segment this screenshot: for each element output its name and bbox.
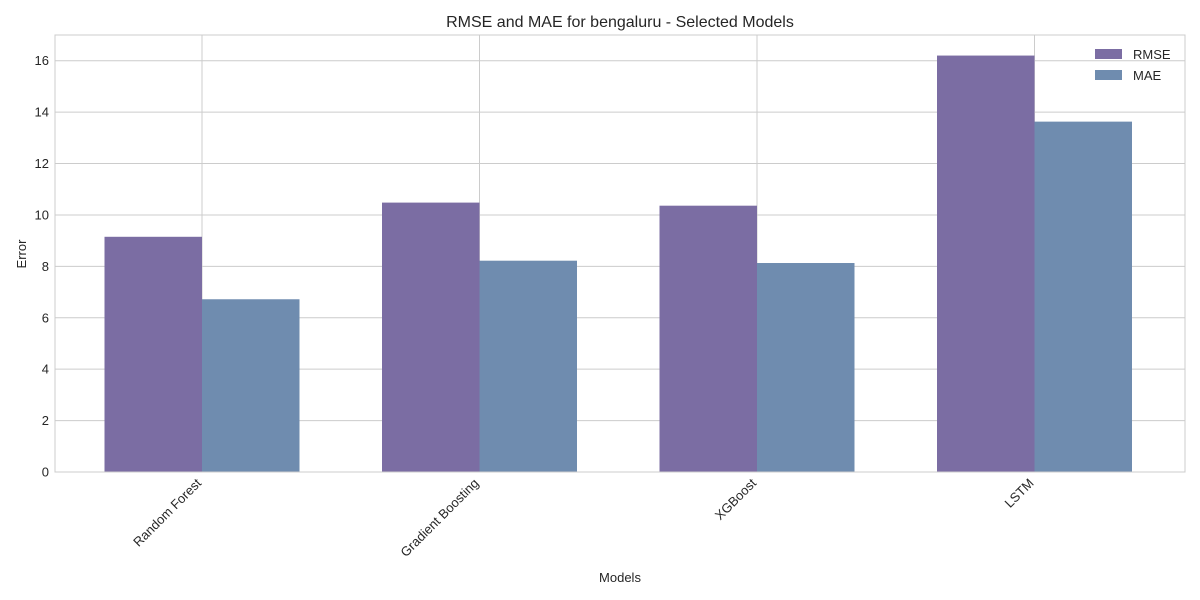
y-tick-label: 6 bbox=[42, 310, 49, 325]
bar-rmse-lstm bbox=[937, 55, 1035, 473]
legend-label-mae: MAE bbox=[1133, 68, 1162, 83]
y-tick-label: 16 bbox=[35, 53, 49, 68]
legend: RMSE MAE bbox=[1095, 47, 1171, 83]
y-tick-label: 12 bbox=[35, 156, 49, 171]
bar-mae-gradient-boosting bbox=[479, 260, 577, 472]
legend-swatch-rmse bbox=[1095, 49, 1122, 59]
chart-title: RMSE and MAE for bengaluru - Selected Mo… bbox=[446, 14, 794, 31]
bar-mae-random-forest bbox=[202, 299, 300, 472]
legend-label-rmse: RMSE bbox=[1133, 47, 1171, 62]
bar-rmse-gradient-boosting bbox=[382, 202, 480, 472]
bar-rmse-random-forest bbox=[104, 236, 202, 472]
y-tick-label: 14 bbox=[35, 105, 49, 120]
legend-swatch-mae bbox=[1095, 70, 1122, 80]
bar-rmse-xgboost bbox=[659, 205, 757, 472]
bar-mae-lstm bbox=[1034, 121, 1132, 473]
y-tick-label: 4 bbox=[42, 362, 49, 377]
bar-mae-xgboost bbox=[757, 263, 855, 472]
bars bbox=[104, 55, 1132, 473]
y-axis-label: Error bbox=[14, 239, 29, 269]
plot-frame bbox=[54, 34, 1186, 473]
y-tick-label: 8 bbox=[42, 259, 49, 274]
y-tick-label: 10 bbox=[35, 207, 49, 222]
y-tick-labels: 0 2 4 6 8 10 12 14 16 bbox=[35, 53, 49, 479]
x-axis-label: Models bbox=[599, 570, 641, 585]
y-tick-label: 2 bbox=[42, 413, 49, 428]
y-tick-label: 0 bbox=[42, 465, 49, 480]
